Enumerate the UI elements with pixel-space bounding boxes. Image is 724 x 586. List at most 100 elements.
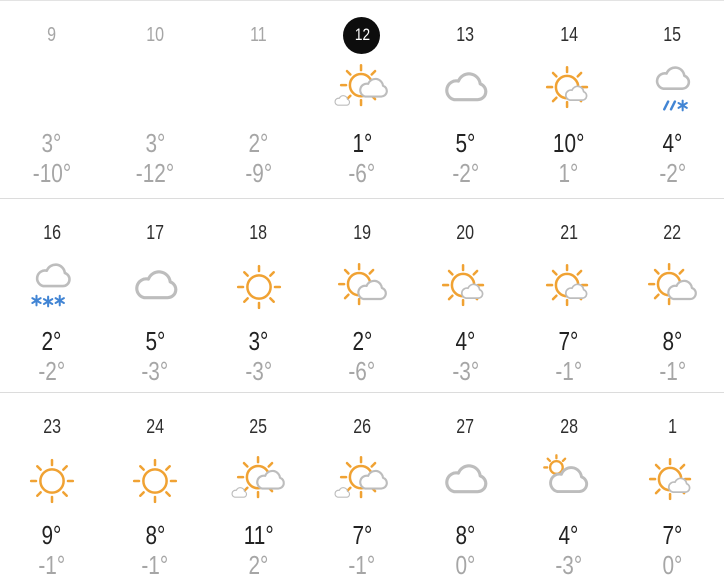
low-temp: -3° — [555, 550, 583, 580]
low-temp: -2° — [38, 356, 66, 386]
weather-icon-area — [641, 61, 703, 117]
high-temp: 2° — [41, 326, 62, 356]
partly-sunny-icon — [331, 259, 393, 315]
day-cell[interactable]: 16 2° -2° — [0, 199, 103, 392]
day-cell[interactable]: 18 3° -3° — [207, 199, 310, 392]
day-number-wrap: 1 — [667, 407, 678, 447]
high-temp: 2° — [248, 128, 269, 158]
low-temp: -3° — [245, 356, 272, 386]
mostly-sunny-icon — [641, 453, 703, 509]
mostly-sunny-icon — [538, 61, 600, 117]
day-number: 10 — [146, 23, 165, 46]
day-number: 11 — [250, 23, 267, 46]
week-row: 23 9° -1° 24 8° -1° 25 11° 2° 26 7° -1° 27 8° 0° 28 4° -3… — [0, 393, 724, 586]
day-cell[interactable]: 10 3° -12° — [103, 1, 206, 198]
low-temp: -1° — [555, 356, 583, 386]
partly-sunny-icon — [641, 259, 703, 315]
day-cell[interactable]: 22 8° -1° — [621, 199, 724, 392]
today-badge-circle: 12 — [343, 16, 381, 54]
weather-icon-area — [538, 259, 600, 315]
low-temp: -1° — [38, 550, 66, 580]
high-temp: 5° — [145, 326, 166, 356]
low-temp: -6° — [348, 158, 376, 188]
day-number: 9 — [47, 23, 57, 46]
day-number: 18 — [249, 221, 268, 244]
low-temp: -1° — [348, 550, 376, 580]
today-badge: 12 — [343, 15, 381, 55]
partly-cloudy-icon — [331, 61, 393, 117]
day-cell[interactable]: 21 7° -1° — [517, 199, 620, 392]
cloudy-icon — [124, 259, 186, 315]
low-temp: -1° — [141, 550, 169, 580]
day-number: 24 — [146, 415, 165, 438]
low-temp: 2° — [248, 550, 269, 580]
day-number-wrap: 20 — [454, 213, 476, 253]
high-temp: 3° — [145, 128, 166, 158]
day-cell[interactable]: 20 4° -3° — [414, 199, 517, 392]
weather-icon-area — [21, 453, 83, 509]
day-cell[interactable]: 26 7° -1° — [310, 393, 413, 586]
day-cell[interactable]: 23 9° -1° — [0, 393, 103, 586]
low-temp: 1° — [558, 158, 579, 188]
day-cell[interactable]: 17 5° -3° — [103, 199, 206, 392]
day-cell[interactable]: 24 8° -1° — [103, 393, 206, 586]
day-number-wrap: 21 — [558, 213, 580, 253]
weather-icon-area — [538, 453, 600, 509]
high-temp: 7° — [558, 326, 579, 356]
weather-icon-area — [331, 61, 393, 117]
weather-icon-area — [434, 259, 496, 315]
snow-icon — [21, 259, 83, 315]
day-number: 19 — [353, 221, 371, 244]
high-temp: 4° — [662, 128, 683, 158]
day-number-wrap: 9 — [46, 15, 57, 55]
day-cell[interactable]: 28 4° -3° — [517, 393, 620, 586]
day-number-wrap: 14 — [558, 15, 580, 55]
high-temp: 8° — [662, 326, 683, 356]
day-number: 13 — [456, 23, 475, 46]
high-temp: 3° — [41, 128, 62, 158]
mostly-sunny-icon — [538, 259, 600, 315]
high-temp: 8° — [455, 520, 476, 550]
weather-icon-area — [228, 453, 290, 509]
sleet-icon — [641, 61, 703, 117]
day-cell[interactable]: 13 5° -2° — [414, 1, 517, 198]
high-temp: 7° — [352, 520, 372, 550]
day-cell[interactable]: 19 2° -6° — [310, 199, 413, 392]
day-cell[interactable]: 11 2° -9° — [207, 1, 310, 198]
day-number: 23 — [42, 415, 61, 438]
day-cell[interactable]: 1 7° 0° — [621, 393, 724, 586]
high-temp: 11° — [243, 520, 274, 550]
day-number-wrap: 28 — [558, 407, 580, 447]
day-number-wrap: 16 — [41, 213, 63, 253]
high-temp: 3° — [248, 326, 269, 356]
low-temp: -3° — [452, 356, 479, 386]
day-number-wrap: 22 — [661, 213, 683, 253]
day-number-wrap: 13 — [454, 15, 476, 55]
weather-icon-area — [331, 259, 393, 315]
day-cell[interactable]: 15 4° -2° — [621, 1, 724, 198]
day-cell[interactable]: 9 3° -10° — [0, 1, 103, 198]
low-temp: 0° — [455, 550, 476, 580]
day-number-wrap: 10 — [144, 15, 166, 55]
day-cell[interactable]: 14 10° 1° — [517, 1, 620, 198]
week-row: 16 2° -2° 17 5° -3° 18 3° -3° 19 2° -6° 20 4° -3° 21 7° -… — [0, 199, 724, 393]
weather-icon-area — [124, 453, 186, 509]
high-temp: 1° — [352, 128, 372, 158]
partly-cloudy-icon — [331, 453, 393, 509]
low-temp: -9° — [245, 158, 272, 188]
cloudy-icon — [434, 453, 496, 509]
week-row: 9 3° -10° 10 3° -12° 11 2° -9° 12 1° -6° 13 5° -2° 14 10… — [0, 1, 724, 199]
day-number: 25 — [249, 415, 268, 438]
low-temp: -3° — [141, 356, 169, 386]
sunny-icon — [21, 453, 83, 509]
day-number: 14 — [559, 23, 578, 46]
high-temp: 2° — [352, 326, 372, 356]
low-temp: -6° — [348, 356, 376, 386]
day-cell[interactable]: 27 8° 0° — [414, 393, 517, 586]
low-temp: -2° — [658, 158, 686, 188]
day-cell[interactable]: 25 11° 2° — [207, 393, 310, 586]
cloudy-icon — [434, 61, 496, 117]
day-cell[interactable]: 12 1° -6° — [310, 1, 413, 198]
day-number-wrap: 18 — [247, 213, 269, 253]
